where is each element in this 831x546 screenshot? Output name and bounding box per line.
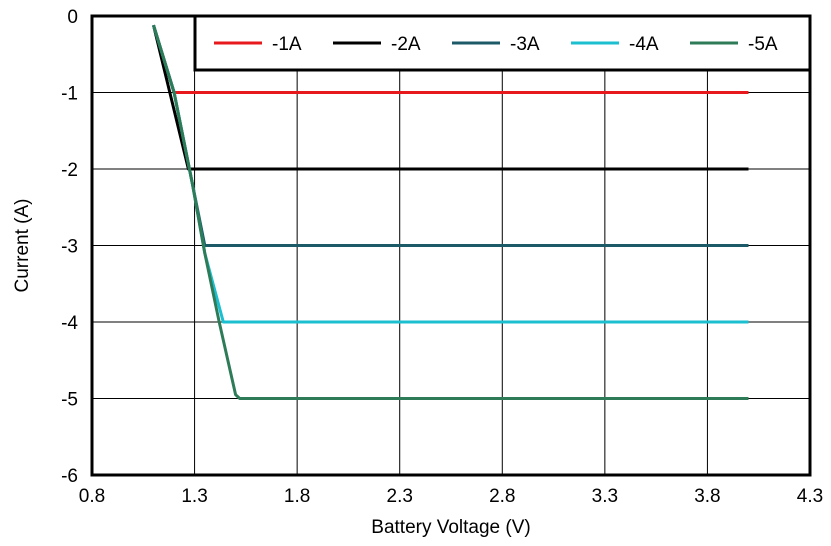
x-tick-label: 4.3: [797, 486, 823, 507]
y-tick-label: -4: [61, 313, 78, 334]
series-line-5a: [152, 24, 749, 400]
x-tick-label: 2.8: [489, 486, 515, 507]
y-tick-label: 0: [67, 7, 78, 28]
x-axis-title: Battery Voltage (V): [371, 517, 530, 538]
legend-label: -4A: [629, 34, 659, 55]
x-axis-tick-labels: 0.8 1.3 1.8 2.3 2.8 3.3 3.8 4.3: [79, 486, 823, 507]
y-tick-label: -6: [61, 466, 78, 487]
x-tick-label: 2.3: [387, 486, 413, 507]
legend-label: -1A: [272, 34, 302, 55]
y-axis-title: Current (A): [12, 199, 33, 293]
x-tick-label: 3.8: [694, 486, 720, 507]
legend-label: -3A: [510, 34, 540, 55]
y-tick-label: -3: [61, 237, 78, 258]
legend-label: -5A: [748, 34, 778, 55]
legend: -1A -2A -3A -4A -5A: [193, 14, 812, 72]
x-tick-label: 0.8: [79, 486, 105, 507]
y-tick-label: -1: [61, 84, 78, 105]
legend-label: -2A: [391, 34, 421, 55]
series-lines: [152, 24, 749, 400]
y-axis-tick-labels: 0 -1 -2 -3 -4 -5 -6: [61, 7, 78, 487]
x-tick-label: 3.3: [592, 486, 618, 507]
y-tick-label: -2: [61, 160, 78, 181]
x-tick-label: 1.8: [284, 486, 310, 507]
x-tick-label: 1.3: [181, 486, 207, 507]
y-tick-label: -5: [61, 390, 78, 411]
